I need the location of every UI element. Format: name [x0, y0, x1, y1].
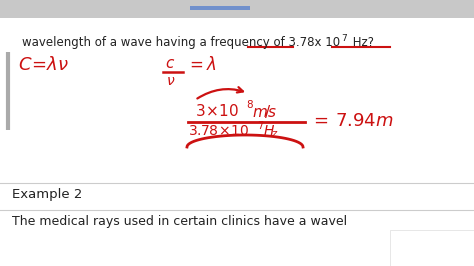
- Text: The medical rays used in certain clinics have a wavel: The medical rays used in certain clinics…: [12, 215, 347, 228]
- Text: c: c: [165, 56, 173, 71]
- Text: $m\!/\!s$: $m\!/\!s$: [252, 103, 277, 120]
- Text: $=\lambda$: $=\lambda$: [186, 56, 217, 74]
- Text: 7: 7: [341, 34, 347, 43]
- Text: $3.78\!\times\!10$: $3.78\!\times\!10$: [188, 124, 249, 138]
- Text: Example 2: Example 2: [12, 188, 82, 201]
- Text: Hz?: Hz?: [349, 36, 374, 49]
- Text: wavelength of a wave having a frequency of 3.78x 10: wavelength of a wave having a frequency …: [22, 36, 340, 49]
- Bar: [190, 6, 250, 10]
- Bar: [390, 230, 474, 266]
- Text: 8: 8: [246, 100, 253, 110]
- Text: $3\!\times\!10$: $3\!\times\!10$: [195, 103, 239, 119]
- Bar: [0, 0, 474, 18]
- Text: $H_{\!z}$: $H_{\!z}$: [263, 124, 279, 140]
- Text: $=\,7.94m$: $=\,7.94m$: [310, 112, 393, 130]
- Text: $\nu$: $\nu$: [166, 74, 175, 88]
- Text: $C\!=\!\lambda\nu$: $C\!=\!\lambda\nu$: [18, 56, 69, 74]
- Text: 7: 7: [257, 121, 263, 131]
